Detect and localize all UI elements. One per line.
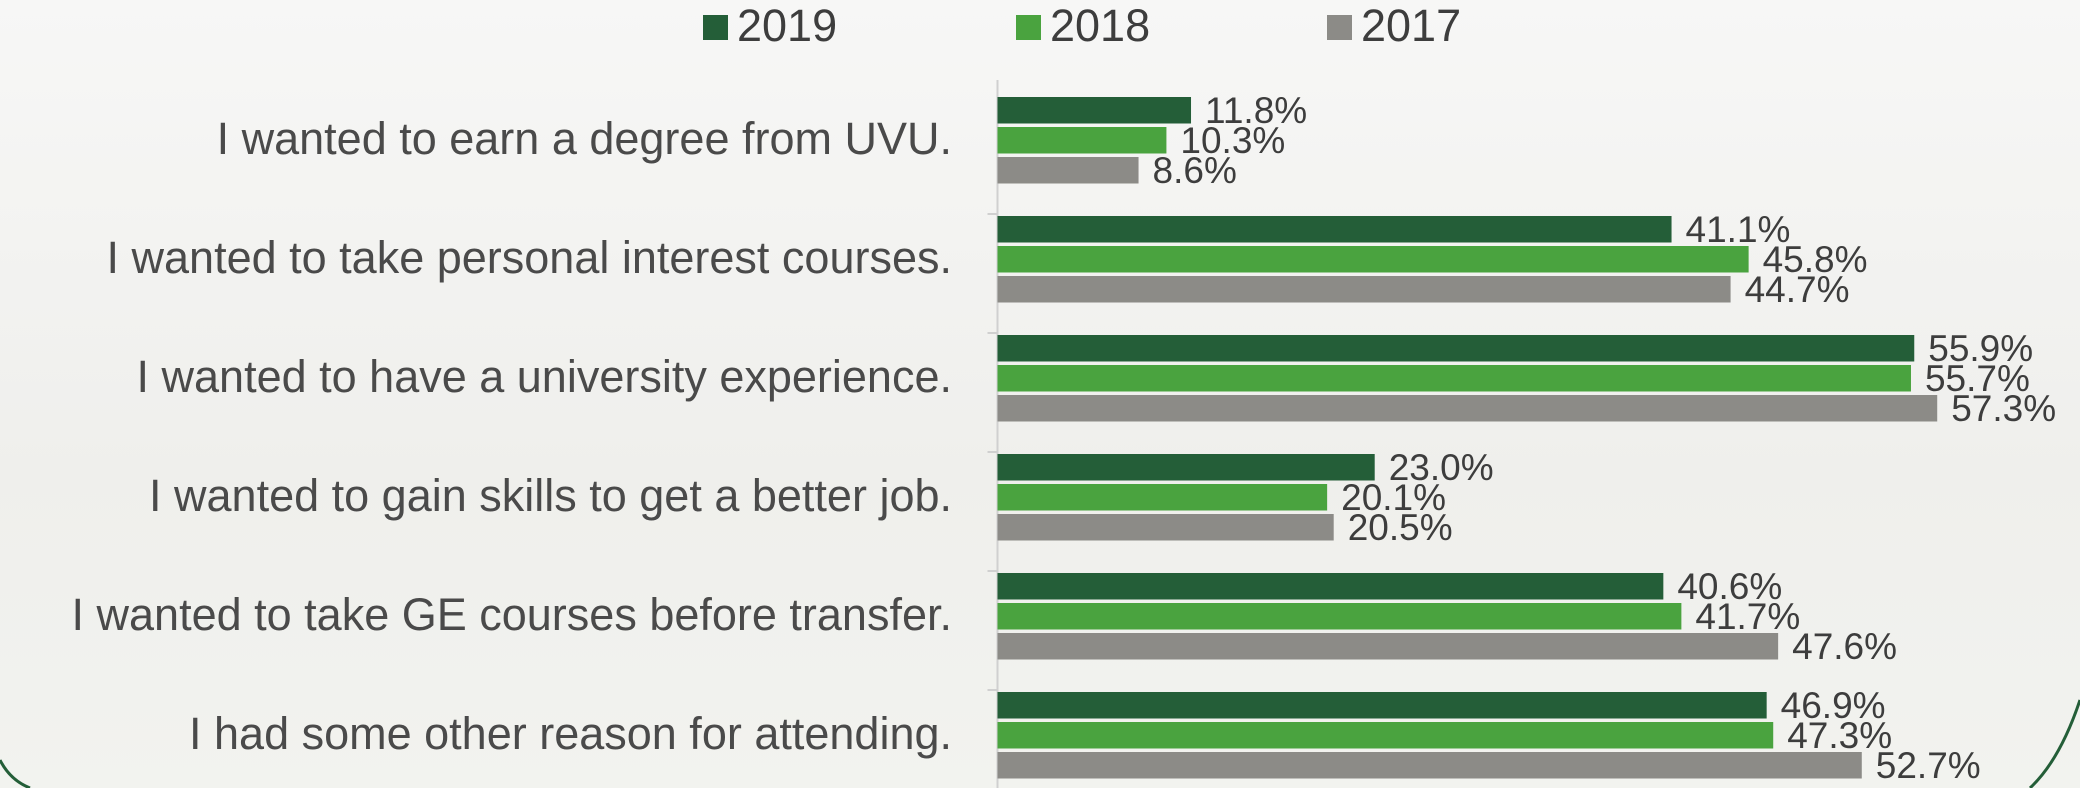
bar <box>997 722 1774 749</box>
decoration <box>2028 699 2080 788</box>
bar <box>997 127 1167 154</box>
legend-label: 2019 <box>737 0 837 51</box>
bar <box>997 603 1682 630</box>
bar <box>997 752 1862 779</box>
value-label: 44.7% <box>1745 269 1850 310</box>
value-label: 40.6% <box>1677 566 1782 607</box>
value-label: 20.5% <box>1348 507 1453 548</box>
category-label: I wanted to have a university experience… <box>137 351 952 402</box>
legend-label: 2017 <box>1361 0 1461 51</box>
bar <box>997 454 1375 481</box>
bar <box>997 514 1334 541</box>
legend-swatch <box>703 15 728 40</box>
value-label: 57.3% <box>1951 388 2056 429</box>
bar <box>997 484 1328 511</box>
value-label: 8.6% <box>1153 150 1237 191</box>
value-label: 55.7% <box>1925 358 2030 399</box>
bar <box>997 276 1731 303</box>
value-label: 20.1% <box>1341 477 1446 518</box>
bar <box>997 246 1749 273</box>
decoration <box>0 759 31 788</box>
bar <box>997 365 1911 392</box>
category-label: I wanted to gain skills to get a better … <box>149 470 952 521</box>
value-label: 55.9% <box>1928 328 2033 369</box>
value-label: 10.3% <box>1180 120 1285 161</box>
value-label: 41.7% <box>1695 596 1800 637</box>
value-label: 46.9% <box>1781 685 1886 726</box>
bar <box>997 335 1915 362</box>
bar <box>997 692 1767 719</box>
category-label: I wanted to earn a degree from UVU. <box>217 113 952 164</box>
value-label: 47.3% <box>1787 715 1892 756</box>
value-label: 45.8% <box>1763 239 1868 280</box>
bar <box>997 633 1779 660</box>
category-label: I had some other reason for attending. <box>189 708 952 759</box>
bar <box>997 573 1664 600</box>
bar <box>997 97 1192 124</box>
legend-swatch <box>1327 15 1352 40</box>
category-label: I wanted to take GE courses before trans… <box>72 589 952 640</box>
value-label: 52.7% <box>1876 745 1981 786</box>
bar <box>997 216 1672 243</box>
category-label: I wanted to take personal interest cours… <box>107 232 952 283</box>
value-label: 11.8% <box>1205 90 1307 131</box>
value-label: 47.6% <box>1792 626 1897 667</box>
bar <box>997 157 1139 184</box>
legend-label: 2018 <box>1050 0 1150 51</box>
legend-swatch <box>1016 15 1041 40</box>
value-label: 41.1% <box>1686 209 1791 250</box>
value-label: 23.0% <box>1389 447 1494 488</box>
bar <box>997 395 1938 422</box>
